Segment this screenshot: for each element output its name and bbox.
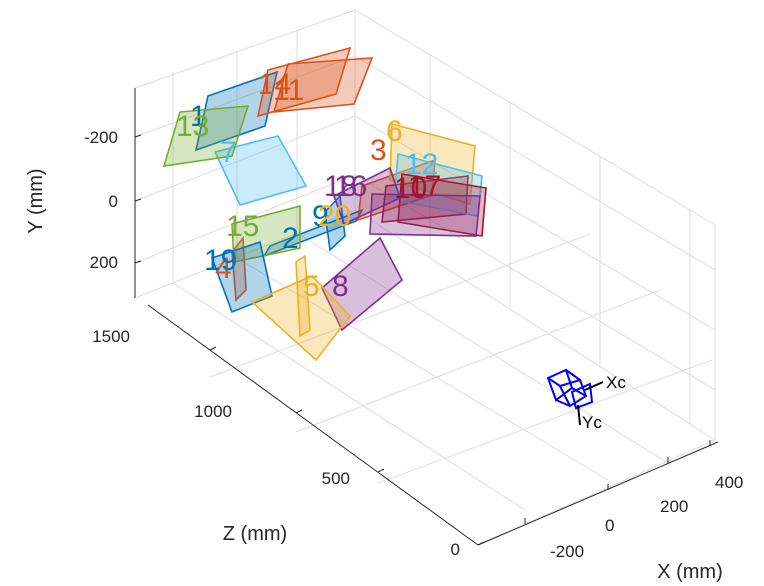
x-tick-label: 0 [605,516,614,535]
z-tick-label: 1500 [92,327,130,346]
board-18 [369,193,481,237]
board-14 [272,57,374,113]
board-label-1: 1 [190,100,207,133]
board-label-18: 18 [324,170,357,203]
x-tick-label: 200 [660,497,688,516]
board-label-19: 19 [204,244,237,277]
x-tick-label: -200 [550,542,584,561]
board-label-4: 4 [215,252,232,285]
board-label-10: 10 [394,172,427,205]
board-label-15: 15 [226,210,259,243]
board-label-16: 16 [334,170,367,203]
camera-y-label: Yc [582,413,602,432]
camera-x-label: Xc [606,373,626,392]
board-label-2: 2 [282,222,299,255]
y-axis-label: Y (mm) [25,168,47,233]
camera-x-axis [584,381,604,391]
board-label-14: 14 [258,68,291,101]
z-tick-label: 500 [322,469,350,488]
board-15 [231,204,301,263]
board-label-5: 5 [303,270,320,303]
axes [134,88,719,546]
y-tick-labels: -200 0 200 [84,128,118,272]
board-label-3: 3 [370,134,387,167]
board-5 [295,254,311,338]
z-tick-label: 1000 [194,402,232,421]
board-11 [256,46,352,118]
grid-lines [134,9,716,546]
board-19 [210,240,273,314]
camera-y-axis [577,404,581,426]
x-tick-labels: -200 0 200 400 [550,473,743,561]
board-4 [231,235,247,302]
z-axis-label: Z (mm) [223,523,287,545]
board-label-6: 6 [386,115,403,148]
camera-glyph: Xc Yc [546,368,626,432]
y-tick-label: 0 [109,192,118,211]
board-label-20: 20 [318,200,351,233]
y-tick-label: -200 [84,128,118,147]
board-label-11: 11 [273,74,304,107]
z-tick-label: 0 [451,540,460,559]
x-tick-label: 400 [715,473,743,492]
z-tick-labels: 1500 1000 500 0 [92,327,460,559]
x-axis-label: X (mm) [657,561,723,583]
board-label-17: 17 [408,170,441,203]
board-20 [250,275,352,362]
board-label-12: 12 [405,148,438,181]
camera-body-icon [546,368,594,410]
board-label-7: 7 [220,136,237,169]
board-17 [397,173,487,237]
board-label-13: 13 [176,110,209,143]
board-7 [213,135,308,206]
board-9 [324,194,346,252]
board-6 [389,122,476,206]
board-label-8: 8 [332,270,349,303]
board-2 [262,208,364,258]
board-label-9: 9 [312,200,329,233]
board-1 [194,70,279,152]
y-tick-label: 200 [90,253,118,272]
board-13 [162,105,250,167]
